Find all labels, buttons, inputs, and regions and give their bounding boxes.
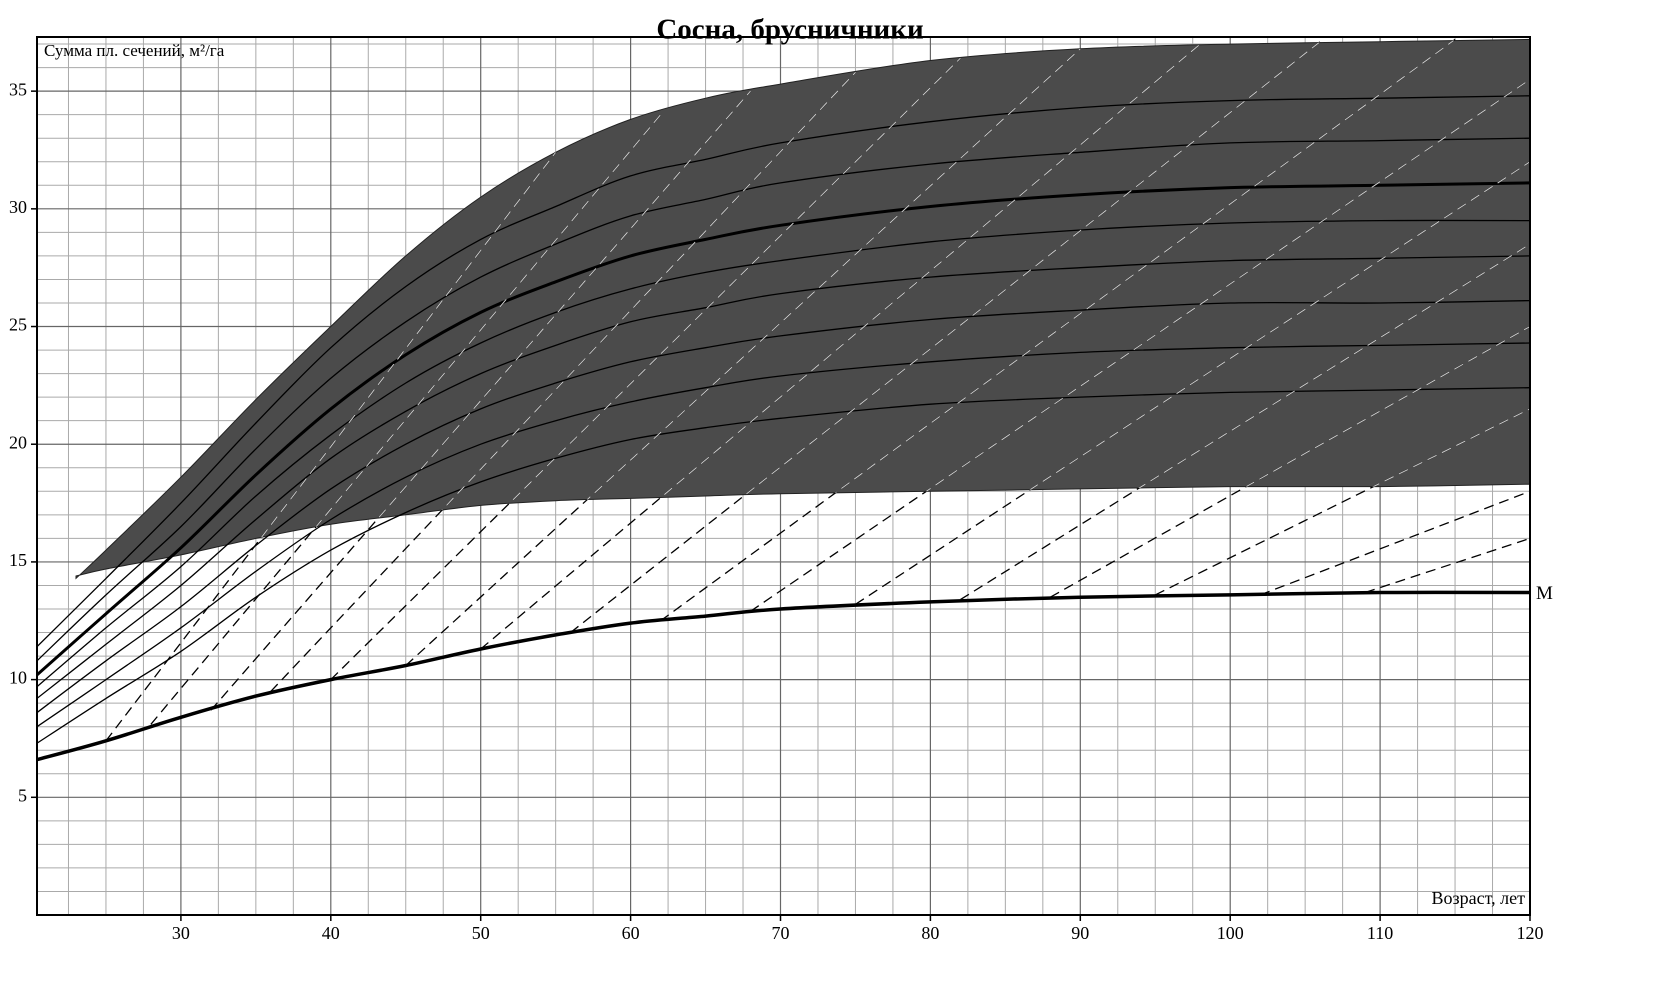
curve <box>37 342 1530 728</box>
dashed-line <box>1364 537 1530 594</box>
dashed-line-overlay <box>150 114 661 579</box>
chart-title: Сосна, брусничники <box>656 14 923 46</box>
dashed-line-overlay <box>750 78 1530 579</box>
x-tick-label: 50 <box>472 923 490 943</box>
dashed-line-overlay <box>270 71 856 579</box>
x-tick-label: 30 <box>172 923 190 943</box>
x-tick-label: 110 <box>1367 923 1393 943</box>
y-tick-label: 30 <box>9 197 27 217</box>
dashed-line-overlay <box>480 43 1201 579</box>
dashed-line <box>210 90 751 711</box>
y-tick-label: 15 <box>9 550 27 570</box>
plot-marks <box>37 38 1530 762</box>
y-tick-label: 25 <box>9 315 27 335</box>
y-tick-label: 35 <box>9 79 27 99</box>
curve <box>37 95 1530 648</box>
curve <box>37 255 1530 699</box>
y-axis-label: Сумма пл. сечений, м²/га <box>44 41 225 60</box>
dashed-line <box>1155 408 1530 596</box>
curve <box>37 137 1530 662</box>
curve <box>37 299 1530 714</box>
plot-frame <box>36 36 1531 916</box>
y-tick-label: 5 <box>18 785 27 805</box>
x-tick-label: 90 <box>1071 923 1089 943</box>
curve <box>37 181 1530 677</box>
curve <box>37 590 1530 762</box>
dashed-line <box>1259 490 1530 596</box>
curve <box>37 387 1530 744</box>
y-tick-label: 10 <box>9 668 27 688</box>
y-tick-label: 20 <box>9 432 27 452</box>
x-axis-label: Возраст, лет <box>1432 888 1526 908</box>
labels: 30 40 50 60 70 80 90 100 110 120 5 10 15 20 25 30 35 M <box>9 79 1553 943</box>
dashed-line-overlay <box>105 151 557 579</box>
x-tick-label: 80 <box>921 923 939 943</box>
curve <box>37 219 1530 688</box>
dashed-line-overlay <box>1050 326 1530 579</box>
x-tick-label: 100 <box>1217 923 1244 943</box>
x-tick-label: 60 <box>622 923 640 943</box>
band-area <box>75 38 1530 580</box>
x-tick-label: 120 <box>1517 923 1544 943</box>
x-tick-label: 70 <box>772 923 790 943</box>
series-label: M <box>1536 583 1553 604</box>
x-tick-label: 40 <box>322 923 340 943</box>
